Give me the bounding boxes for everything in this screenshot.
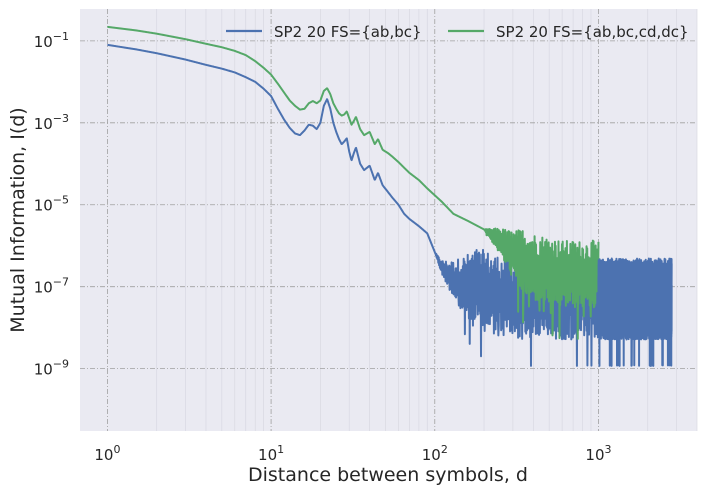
y-tick-labels: 10−1 10−3 10−5 10−7 10−9 xyxy=(34,30,69,379)
y-tick-label: 10−9 xyxy=(34,358,69,379)
series-line-2 xyxy=(597,257,673,367)
legend-label: SP2 20 FS={ab,bc} xyxy=(274,23,422,41)
y-tick-label: 10−5 xyxy=(34,194,69,215)
x-axis-title: Distance between symbols, d xyxy=(248,464,528,486)
plot-area xyxy=(80,9,697,431)
legend: SP2 20 FS={ab,bc} SP2 20 FS={ab,bc,cd,dc} xyxy=(226,23,689,41)
y-tick-label: 10−7 xyxy=(34,276,69,297)
x-tick-label: 101 xyxy=(258,443,284,464)
legend-label: SP2 20 FS={ab,bc,cd,dc} xyxy=(496,23,689,41)
x-tick-labels: 100 101 102 103 xyxy=(94,443,611,464)
x-tick-label: 102 xyxy=(422,443,448,464)
y-axis-title: Mutual Information, I(d) xyxy=(7,107,29,332)
x-tick-label: 103 xyxy=(585,443,611,464)
y-tick-label: 10−1 xyxy=(34,30,69,51)
series-line-1 xyxy=(106,25,600,340)
series-layer xyxy=(106,25,673,367)
y-tick-label: 10−3 xyxy=(34,112,69,133)
x-tick-label: 100 xyxy=(94,443,120,464)
